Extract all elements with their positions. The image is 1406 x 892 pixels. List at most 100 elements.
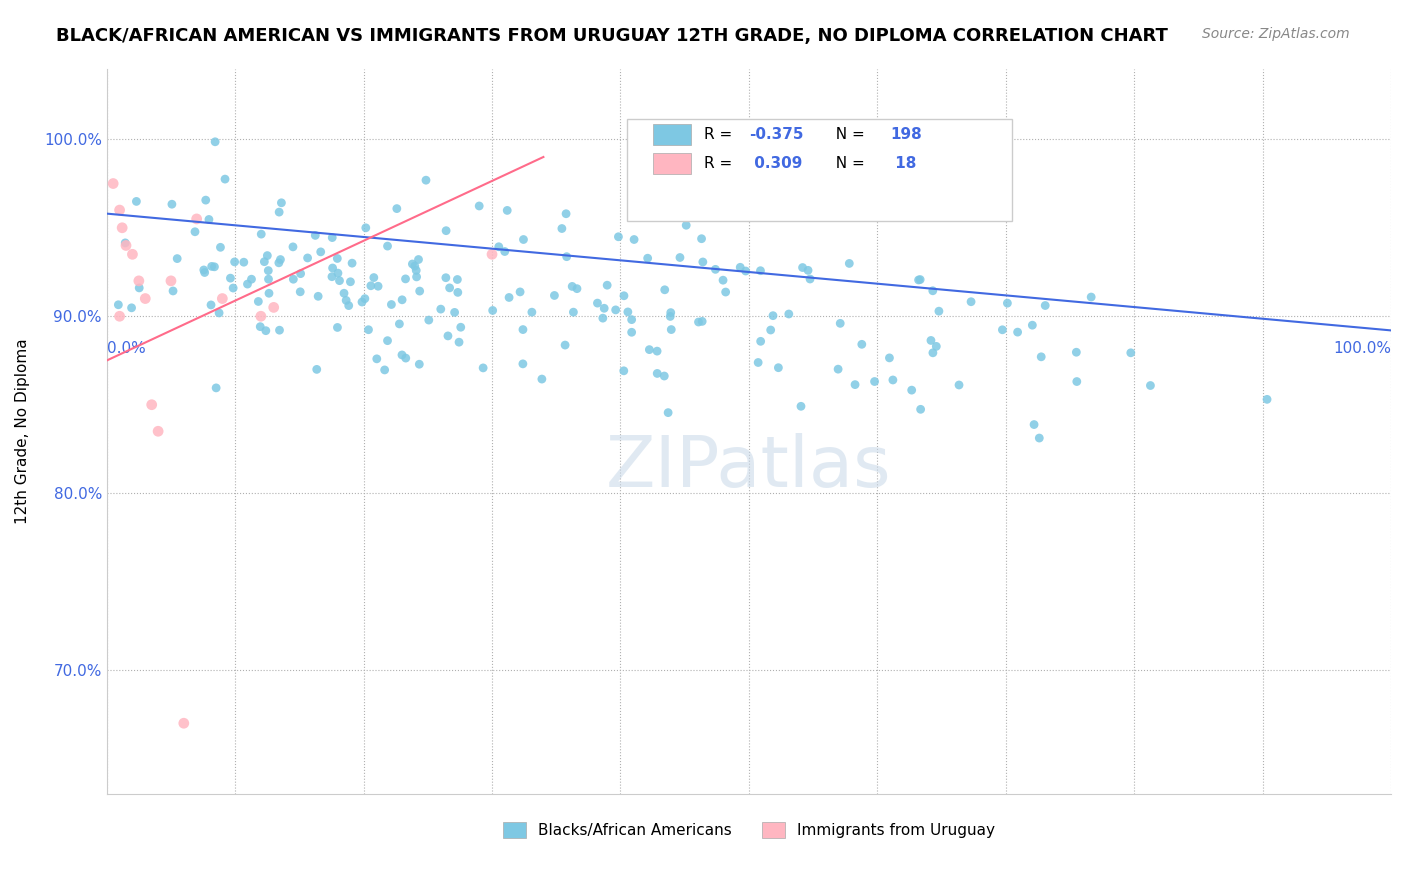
Point	[184, 225, 207, 239]
Point	[688, 315, 710, 329]
Point	[790, 399, 813, 413]
Point	[749, 334, 772, 349]
Point	[991, 323, 1014, 337]
Point	[1256, 392, 1278, 407]
Point	[201, 260, 224, 274]
Point	[250, 310, 273, 324]
Point	[1139, 378, 1161, 392]
Point	[115, 238, 138, 252]
Point	[395, 351, 418, 365]
Text: BLACK/AFRICAN AMERICAN VS IMMIGRANTS FROM URUGUAY 12TH GRADE, NO DIPLOMA CORRELA: BLACK/AFRICAN AMERICAN VS IMMIGRANTS FRO…	[56, 27, 1168, 45]
Bar	[652, 124, 692, 145]
Point	[166, 252, 188, 266]
Text: R =: R =	[704, 156, 737, 171]
Legend: Blacks/African Americans, Immigrants from Uruguay: Blacks/African Americans, Immigrants fro…	[496, 816, 1001, 845]
Point	[408, 252, 430, 267]
Point	[762, 309, 785, 323]
Point	[125, 194, 148, 209]
Point	[1066, 375, 1088, 389]
Point	[290, 267, 312, 281]
Point	[620, 312, 643, 326]
Point	[146, 424, 169, 438]
Point	[659, 322, 682, 336]
Text: N =: N =	[825, 127, 869, 142]
Point	[472, 360, 495, 375]
Point	[1022, 417, 1045, 432]
Point	[377, 239, 399, 253]
Point	[562, 305, 585, 319]
Text: 198: 198	[890, 127, 922, 142]
Point	[304, 228, 326, 243]
Point	[488, 240, 510, 254]
Point	[326, 320, 349, 334]
Point	[377, 334, 399, 348]
Point	[404, 259, 426, 273]
Point	[509, 285, 531, 299]
Point	[910, 402, 932, 417]
Point	[247, 294, 270, 309]
Point	[759, 323, 782, 337]
Point	[232, 255, 254, 269]
Point	[778, 307, 800, 321]
Point	[297, 251, 319, 265]
Point	[281, 240, 304, 254]
Point	[704, 262, 727, 277]
Point	[101, 177, 124, 191]
Point	[321, 269, 343, 284]
Point	[186, 211, 208, 226]
Point	[447, 335, 470, 350]
Point	[607, 229, 630, 244]
Point	[134, 292, 156, 306]
Point	[366, 351, 388, 366]
Point	[257, 286, 280, 301]
Point	[728, 260, 751, 275]
Text: 0.309: 0.309	[749, 156, 803, 171]
Point	[204, 260, 226, 274]
Point	[657, 406, 679, 420]
Point	[1119, 346, 1142, 360]
Point	[253, 254, 276, 268]
Point	[224, 255, 246, 269]
Point	[340, 256, 363, 270]
Point	[249, 319, 271, 334]
Point	[711, 273, 734, 287]
Text: 100.0%: 100.0%	[1333, 341, 1391, 356]
Point	[363, 270, 385, 285]
Point	[111, 220, 134, 235]
Point	[322, 260, 344, 275]
Point	[995, 296, 1018, 310]
Point	[194, 266, 217, 280]
Point	[551, 221, 574, 235]
Point	[792, 260, 814, 275]
Point	[160, 197, 183, 211]
Point	[1007, 325, 1029, 339]
Point	[309, 244, 332, 259]
Point	[928, 304, 950, 318]
Point	[645, 367, 668, 381]
Point	[236, 277, 259, 291]
Point	[269, 205, 291, 219]
Point	[827, 362, 849, 376]
Point	[290, 285, 312, 299]
Point	[654, 283, 676, 297]
Point	[328, 274, 350, 288]
Point	[256, 249, 278, 263]
Point	[357, 323, 380, 337]
Point	[270, 195, 292, 210]
Point	[749, 263, 772, 277]
Point	[263, 301, 285, 315]
Text: N =: N =	[825, 156, 869, 171]
Point	[121, 301, 143, 315]
Point	[565, 282, 588, 296]
Point	[219, 271, 242, 285]
Point	[128, 281, 150, 295]
Point	[269, 252, 291, 267]
Point	[481, 247, 503, 261]
Point	[512, 357, 534, 371]
Point	[360, 278, 382, 293]
Point	[194, 193, 217, 207]
Point	[250, 227, 273, 241]
Point	[429, 302, 451, 317]
Point	[900, 383, 922, 397]
Bar	[652, 153, 692, 174]
